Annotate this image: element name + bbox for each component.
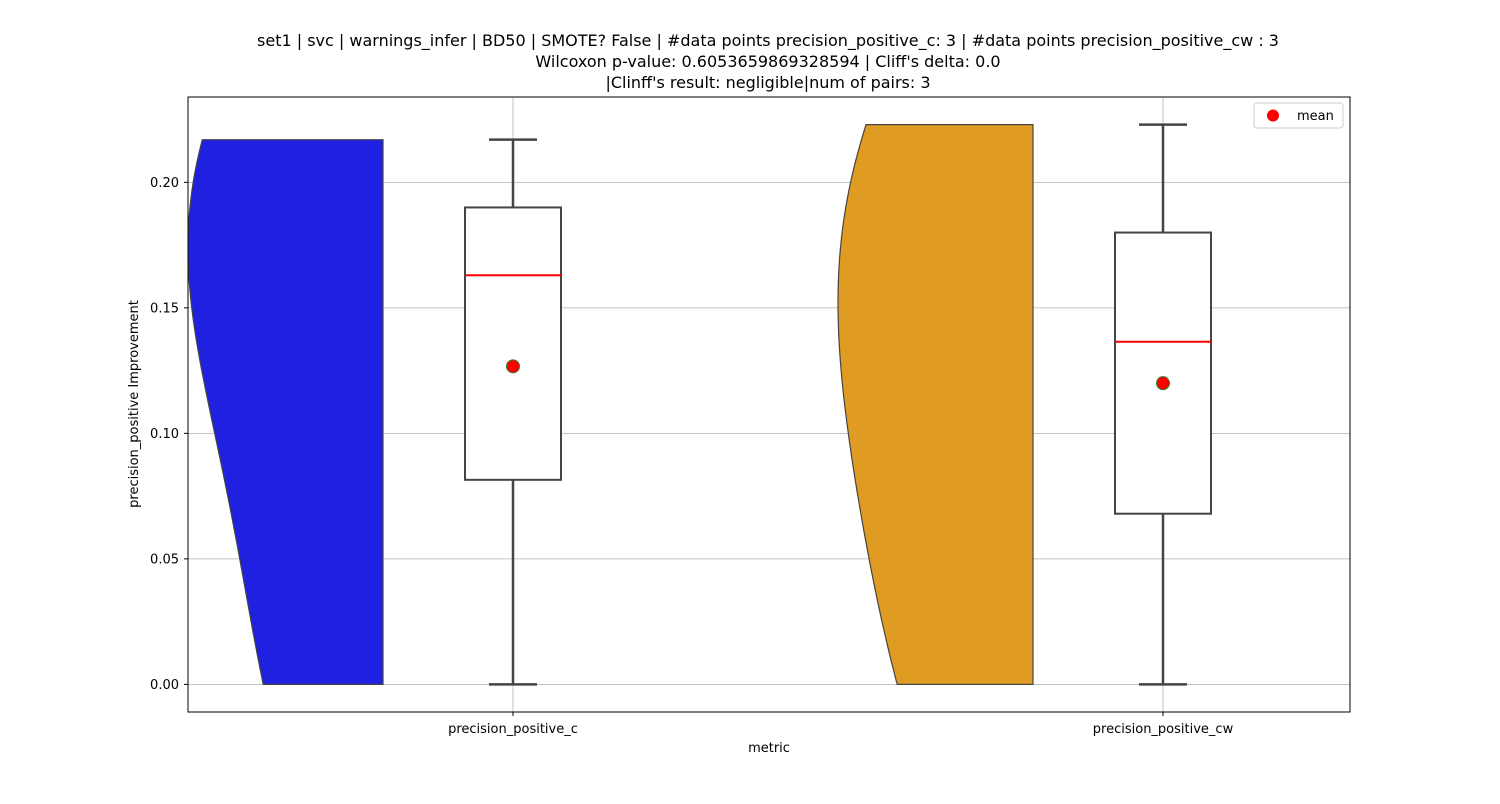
- box: [1114, 231, 1212, 515]
- chart-title-line-3: |Clinff's result: negligible|num of pair…: [605, 73, 930, 92]
- violin-precision_positive_c: [188, 139, 384, 685]
- y-tick-label: 0.20: [150, 176, 179, 191]
- boxplots: [464, 123, 1212, 686]
- y-axis-label: precision_positive Improvement: [127, 300, 142, 508]
- boxplot-precision_positive_c: [464, 138, 562, 686]
- legend: mean: [1253, 102, 1344, 129]
- chart-title-line-2: Wilcoxon p-value: 0.6053659869328594 | C…: [535, 52, 1000, 71]
- x-tick-label: precision_positive_c: [448, 722, 578, 737]
- box: [464, 206, 562, 481]
- axes: 0.00 0.05 0.10 0.15 0.20 precision_positive_c…: [150, 176, 1234, 737]
- boxplot-precision_positive_cw: [1114, 123, 1212, 686]
- violin-precision_positive_cw: [837, 124, 1034, 685]
- mean-marker: [506, 359, 520, 374]
- y-tick-label: 0.10: [150, 427, 179, 442]
- legend-box: [1253, 102, 1344, 129]
- chart-title: set1 | svc | warnings_infer | BD50 | SMO…: [257, 31, 1279, 92]
- legend-mean-label: mean: [1297, 109, 1334, 124]
- plot-frame: [187, 96, 1351, 713]
- x-tick-label: precision_positive_cw: [1093, 722, 1234, 737]
- y-tick-label: 0.05: [150, 552, 179, 567]
- legend-mean-marker: [1267, 109, 1279, 122]
- x-axis-label: metric: [748, 741, 790, 756]
- y-tick-label: 0.00: [150, 678, 179, 693]
- mean-marker: [1156, 376, 1170, 391]
- y-tick-label: 0.15: [150, 301, 179, 316]
- violins: [188, 124, 1034, 685]
- chart-title-line-1: set1 | svc | warnings_infer | BD50 | SMO…: [257, 31, 1279, 51]
